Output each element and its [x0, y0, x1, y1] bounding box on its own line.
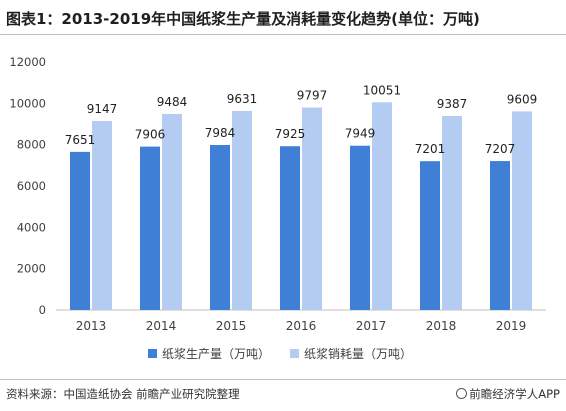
consumption-bar	[372, 102, 392, 311]
consumption-bar	[162, 113, 182, 310]
legend-label: 纸浆生产量（万吨）	[162, 346, 270, 361]
brand-tag: 前瞻经济学人APP	[456, 386, 560, 402]
consumption-bar	[232, 110, 252, 310]
y-axis: 0 2000 4000 6000 8000 10000 12000	[9, 55, 46, 317]
consumption-bar	[92, 120, 112, 310]
production-bar	[140, 146, 160, 310]
x-tick-label: 2013	[76, 319, 107, 333]
y-tick-label: 8000	[17, 138, 46, 152]
x-tick-label: 2018	[426, 319, 457, 333]
data-label: 9631	[227, 92, 258, 106]
data-label: 9609	[507, 92, 538, 106]
y-tick-label: 10000	[9, 96, 46, 110]
data-label: 7906	[135, 128, 166, 142]
x-tick-label: 2015	[216, 319, 247, 333]
legend-swatch-consumption	[290, 349, 299, 358]
bars	[70, 102, 532, 311]
data-label: 7925	[275, 127, 306, 141]
title-divider	[0, 34, 566, 35]
legend-label: 纸浆销耗量（万吨）	[304, 346, 412, 361]
data-label: 9797	[297, 89, 328, 103]
data-label: 7201	[415, 142, 446, 156]
x-axis: 2013 2014 2015 2016 2017 2018 2019	[56, 309, 546, 333]
x-tick-label: 2016	[286, 319, 317, 333]
production-bar	[70, 151, 90, 310]
footer-divider	[0, 379, 566, 380]
data-label: 9484	[157, 95, 188, 109]
y-tick-label: 12000	[9, 55, 46, 69]
brand-label: 前瞻经济学人APP	[469, 387, 560, 401]
consumption-bar	[302, 107, 322, 311]
chart-title: 图表1：2013-2019年中国纸浆生产量及消耗量变化趋势(单位：万吨)	[6, 10, 480, 28]
production-bar	[210, 144, 230, 310]
x-tick-label: 2014	[146, 319, 177, 333]
y-tick-label: 2000	[17, 262, 46, 276]
x-tick-label: 2019	[496, 319, 527, 333]
y-tick-label: 0	[39, 303, 46, 317]
legend-swatch-production	[148, 349, 157, 358]
consumption-bar	[442, 116, 462, 310]
production-bar	[420, 161, 440, 310]
data-label: 7984	[205, 126, 236, 140]
y-tick-label: 4000	[17, 220, 46, 234]
source-note: 资料来源：中国造纸协会 前瞻产业研究院整理	[6, 387, 240, 401]
brand-logo-icon	[456, 388, 468, 399]
legend: 纸浆生产量（万吨） 纸浆销耗量（万吨）	[148, 346, 412, 361]
consumption-bar	[512, 111, 532, 310]
x-tick-label: 2017	[356, 319, 387, 333]
production-bar	[280, 146, 300, 310]
data-labels: 7651 9147 7906 9484 7984 9631 7925 9797 7949 1005…	[65, 83, 538, 156]
y-tick-label: 6000	[17, 179, 46, 193]
data-label: 9147	[87, 102, 118, 116]
production-bar	[490, 161, 510, 310]
bar-chart: 0 2000 4000 6000 8000 10000 12000 2013 2014 2015…	[9, 55, 546, 361]
data-label: 7949	[345, 127, 376, 141]
data-label: 10051	[363, 83, 401, 97]
production-bar	[350, 145, 370, 310]
data-label: 9387	[437, 97, 468, 111]
data-label: 7207	[485, 142, 516, 156]
data-label: 7651	[65, 133, 96, 147]
